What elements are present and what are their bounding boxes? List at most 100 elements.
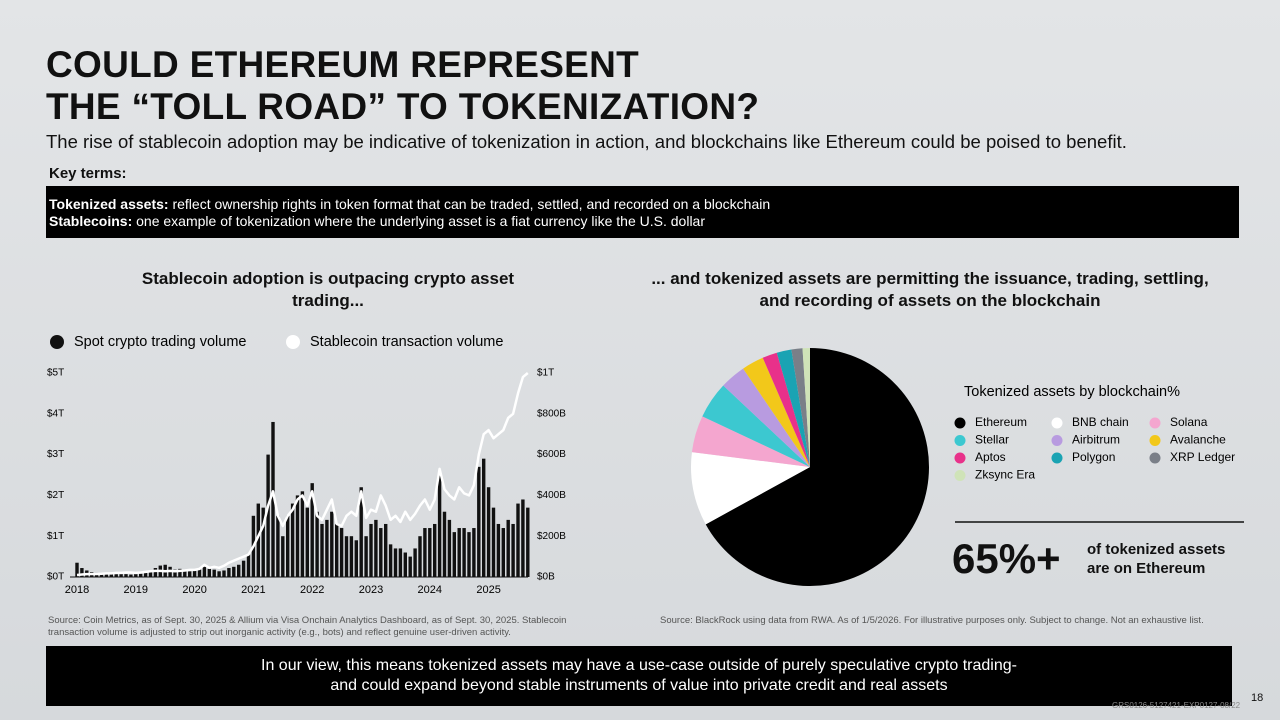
legend-marker	[954, 417, 966, 429]
bar	[482, 458, 486, 577]
legend-label: BNB chain	[1072, 415, 1129, 429]
bar	[462, 528, 466, 577]
pie-slice	[691, 416, 810, 467]
bar	[305, 507, 309, 577]
subtitle: The rise of stablecoin adoption may be i…	[46, 131, 1127, 152]
bar	[237, 564, 241, 577]
legend-marker	[50, 335, 64, 349]
bar	[506, 519, 510, 577]
y2-tick-label: $800B	[537, 408, 566, 419]
bar	[320, 523, 324, 577]
pie-slice	[702, 385, 810, 467]
pie-slice	[723, 368, 810, 467]
bar	[202, 566, 207, 577]
bar	[472, 528, 476, 577]
bar	[143, 572, 148, 577]
bar	[369, 523, 373, 577]
bar	[330, 511, 334, 577]
pie-slice	[762, 352, 810, 467]
bar	[344, 536, 349, 577]
title: COULD ETHEREUM REPRESENT THE “TOLL ROAD”…	[46, 44, 759, 128]
bar	[442, 511, 447, 577]
x-tick-label: 2022	[300, 584, 324, 596]
bar	[266, 454, 270, 577]
bar	[148, 570, 153, 577]
bar	[212, 569, 216, 577]
legend-label: Airbitrum	[1072, 433, 1120, 447]
term: Tokenized assets:	[49, 196, 169, 212]
bar	[232, 566, 236, 577]
title-line: THE “TOLL ROAD” TO TOKENIZATION?	[46, 86, 760, 127]
key-terms-label: Key terms:	[49, 165, 127, 182]
callout-value: 65%+	[952, 535, 1061, 582]
pie-slice	[743, 357, 810, 467]
bar	[511, 523, 515, 577]
bar	[467, 532, 471, 577]
bar	[271, 421, 275, 577]
page-number: 18	[1251, 692, 1264, 704]
legend-label: XRP Ledger	[1170, 450, 1235, 464]
legend-marker	[1149, 417, 1161, 429]
bar	[423, 528, 427, 577]
bar	[408, 556, 412, 577]
legend-label: Avalanche	[1170, 433, 1226, 447]
bar	[114, 574, 118, 577]
chart-title: ... and tokenized assets are permitting …	[651, 269, 1209, 310]
bar	[491, 507, 496, 577]
pie-slice	[705, 348, 929, 586]
bar	[379, 528, 383, 577]
y-tick-label: $5T	[47, 368, 64, 379]
y2-tick-label: $0B	[537, 572, 555, 583]
title-line: COULD ETHEREUM REPRESENT	[46, 44, 640, 85]
legend-label: Polygon	[1072, 450, 1115, 464]
bar	[222, 570, 226, 577]
bar	[521, 499, 525, 577]
legend-label: Solana	[1170, 415, 1208, 429]
bar	[153, 568, 158, 577]
key-term: Stablecoins: one example of tokenization…	[46, 213, 1239, 230]
y-tick-label: $3T	[47, 449, 64, 460]
bar	[398, 548, 403, 577]
definition: one example of tokenization where the un…	[136, 213, 705, 229]
pie-slice	[802, 348, 810, 467]
legend-marker	[1051, 417, 1063, 429]
bar	[418, 536, 422, 577]
pie-slice	[791, 348, 810, 467]
bar	[437, 475, 442, 577]
term: Stablecoins:	[49, 213, 133, 229]
y2-tick-label: $400B	[537, 490, 566, 501]
bar	[359, 487, 363, 577]
bar	[261, 507, 265, 577]
bar	[173, 569, 177, 577]
bar	[325, 519, 329, 577]
bar	[192, 570, 197, 577]
bar	[207, 568, 211, 577]
legend-marker	[1149, 435, 1161, 446]
legend-marker	[1149, 452, 1161, 464]
legend-marker	[954, 470, 966, 481]
bar	[364, 536, 368, 577]
y2-tick-label: $1T	[537, 368, 554, 379]
bar	[281, 536, 285, 577]
bar	[99, 573, 104, 577]
key-term: Tokenized assets: reflect ownership righ…	[46, 196, 1239, 213]
bar	[286, 515, 290, 577]
bar	[183, 570, 187, 577]
legend-label: Aptos	[975, 450, 1006, 464]
legend-marker	[286, 335, 300, 349]
y-tick-label: $0T	[47, 572, 64, 583]
x-tick-label: 2021	[241, 584, 265, 596]
legend-label: Zksync Era	[975, 468, 1035, 482]
callout-line: of tokenized assets	[1087, 541, 1226, 558]
bar	[256, 503, 260, 577]
legend-label: Spot crypto trading volume	[74, 334, 246, 350]
bar	[139, 573, 143, 577]
y2-tick-label: $600B	[537, 449, 566, 460]
bar	[354, 540, 358, 577]
x-tick-label: 2018	[65, 584, 89, 596]
callout-line: are on Ethereum	[1087, 560, 1206, 577]
bar	[349, 536, 354, 577]
bar	[501, 528, 505, 577]
bar	[75, 562, 79, 577]
